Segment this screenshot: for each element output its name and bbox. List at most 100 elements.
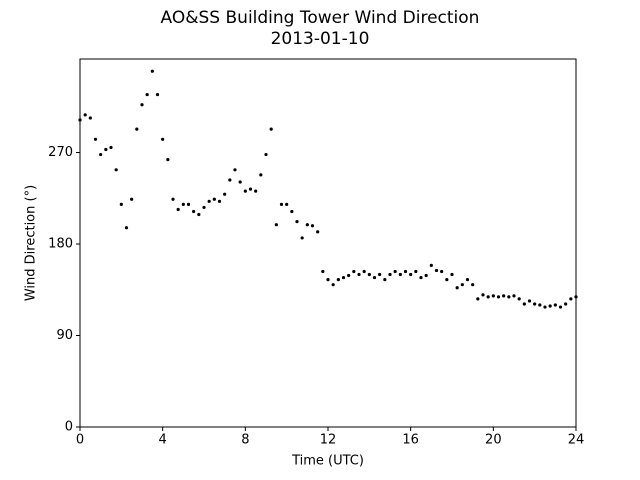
data-point [465,277,470,282]
data-point [553,303,557,307]
data-point [574,295,578,299]
data-point [398,272,402,277]
data-point [558,305,563,309]
data-point [212,197,216,201]
data-point [372,275,377,280]
y-tick-label: 0 [65,420,73,435]
data-point [78,118,82,122]
data-point [403,269,408,274]
data-point [352,269,356,274]
data-point [130,197,134,201]
data-point [522,302,526,306]
data-point [279,202,284,206]
data-point [155,92,160,97]
data-point [471,283,475,287]
data-point [429,263,433,267]
data-point [491,294,495,298]
data-point [316,230,320,234]
data-point [512,294,516,298]
data-point [93,137,98,141]
data-point [440,269,444,274]
data-point [171,197,175,201]
plot-frame [79,58,577,428]
data-point [388,272,392,277]
data-point [538,303,542,307]
data-point [419,275,423,280]
data-point [533,302,537,306]
y-axis-label: Wind Direction (°) [24,185,39,301]
data-point [228,178,232,182]
data-point [161,137,165,141]
data-point [548,304,552,308]
x-tick-label: 4 [159,433,167,448]
data-point [119,202,123,206]
data-point [331,283,335,287]
data-point [321,269,325,274]
data-point [450,272,454,277]
data-point [99,152,103,157]
data-point [393,269,397,274]
y-tick-label: 180 [48,237,73,252]
x-tick-label: 16 [402,433,419,448]
data-point [248,187,253,191]
data-point [217,199,222,203]
data-point [290,209,294,214]
data-point [197,212,201,217]
data-point [564,302,568,306]
x-tick-label: 8 [241,433,249,448]
data-point [527,299,532,303]
x-tick-label: 20 [485,433,502,448]
data-point [124,226,129,230]
data-point [305,223,309,227]
data-point [140,103,144,107]
data-point [109,145,113,150]
data-point [150,69,154,73]
data-point [295,220,299,224]
data-point [259,173,263,177]
data-point [455,286,459,290]
data-point [238,180,242,184]
data-point [486,295,490,299]
data-point [476,297,480,301]
data-point [88,116,92,120]
data-point [186,202,191,206]
data-point [274,223,278,227]
data-point [285,202,289,206]
data-point [507,295,511,299]
chart-subtitle: 2013-01-10 [271,29,370,49]
data-point [569,297,573,301]
data-point [367,272,371,277]
data-point [254,189,258,193]
data-point [347,273,351,278]
x-tick-label: 24 [568,433,585,448]
data-point [336,277,340,282]
data-point [378,272,382,277]
data-point [409,272,413,277]
data-point [517,297,521,301]
data-point [181,202,185,206]
y-tick-label: 270 [48,145,73,160]
data-point [326,277,330,282]
data-point [362,269,366,274]
data-point [114,168,118,172]
data-point [223,192,227,196]
data-point [264,152,268,157]
data-point [243,189,247,193]
data-point [233,168,237,172]
chart-title: AO&SS Building Tower Wind Direction [161,8,480,28]
data-point [460,283,464,287]
data-point [481,293,485,297]
data-point [104,147,108,152]
data-point [145,92,149,97]
data-point [166,158,170,162]
y-tick-label: 90 [56,328,73,343]
data-point [424,273,428,278]
data-point [269,127,273,131]
data-point [357,272,361,277]
data-point [414,269,418,274]
data-point [135,127,139,131]
data-point [176,207,180,212]
data-point [502,294,506,298]
x-axis-label: Time (UTC) [291,454,364,469]
